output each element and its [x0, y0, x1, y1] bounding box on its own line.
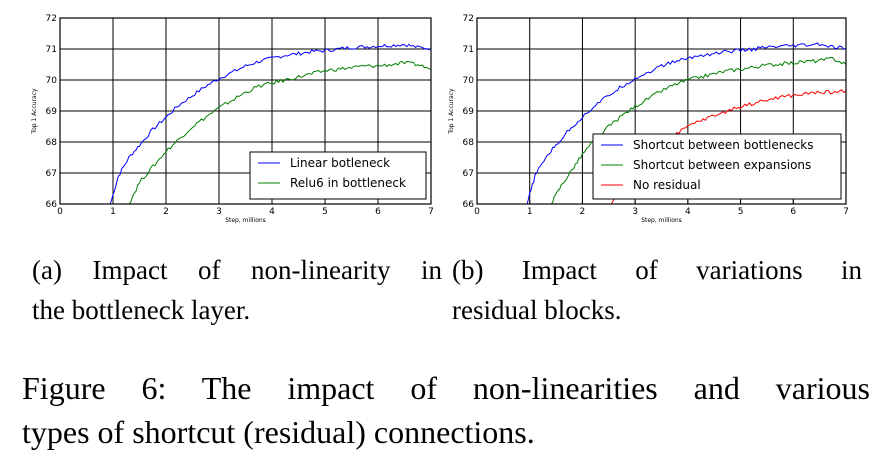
figure-caption-line1: Figure 6: The impact of non-linearities … [22, 370, 870, 406]
x-tick-label: 5 [322, 207, 328, 217]
y-axis-label: Top 1 Accuracy [448, 88, 455, 135]
y-tick-label: 67 [463, 169, 474, 179]
x-tick-label: 4 [269, 207, 275, 217]
x-tick-label: 1 [110, 207, 116, 217]
x-tick-label: 1 [527, 207, 533, 217]
x-tick-label: 5 [738, 207, 744, 217]
x-tick-label: 2 [580, 207, 586, 217]
x-axis-label: Step, millions [641, 217, 682, 224]
subcaption-a-line2: the bottleneck layer. [32, 295, 251, 325]
series-line-2 [128, 60, 431, 204]
x-axis-label: Step, millions [225, 217, 266, 224]
figure-caption-line2: types of shortcut (residual) connections… [22, 414, 535, 450]
subcaption-a: (a) Impact of non-linearity in the bottl… [32, 250, 442, 330]
subcaption-b-line1: (b) Impact of variations in [452, 255, 862, 285]
legend-box [592, 133, 842, 200]
x-tick-label: 7 [843, 207, 849, 217]
y-tick-label: 70 [46, 76, 58, 86]
y-tick-label: 66 [463, 200, 475, 210]
x-tick-label: 3 [216, 207, 222, 217]
y-tick-label: 72 [46, 14, 57, 24]
figure-caption: Figure 6: The impact of non-linearities … [22, 366, 870, 454]
legend-box [249, 151, 427, 200]
x-tick-label: 0 [57, 207, 63, 217]
y-tick-label: 71 [463, 45, 474, 55]
y-tick-label: 69 [46, 107, 58, 117]
y-tick-label: 67 [46, 169, 57, 179]
x-tick-label: 3 [632, 207, 638, 217]
x-tick-label: 6 [790, 207, 796, 217]
legend-label-1: Linear botleneck [290, 156, 390, 170]
legend-label-2: Shortcut between expansions [633, 158, 811, 172]
x-tick-label: 6 [375, 207, 381, 217]
legend-label-2: Relu6 in bottleneck [290, 176, 406, 190]
legend-label-3: No residual [633, 178, 701, 192]
x-tick-label: 2 [163, 207, 169, 217]
x-tick-label: 4 [685, 207, 691, 217]
series-line-1 [526, 42, 846, 204]
y-tick-label: 71 [46, 45, 57, 55]
y-tick-label: 72 [463, 14, 474, 24]
subcaption-b-line2: residual blocks. [452, 295, 622, 325]
x-tick-label: 7 [428, 207, 434, 217]
y-axis-label: Top 1 Accuracy [31, 88, 38, 135]
x-tick-label: 0 [474, 207, 480, 217]
y-tick-label: 68 [463, 138, 475, 148]
subcaption-a-line1: (a) Impact of non-linearity in [32, 255, 442, 285]
legend-label-1: Shortcut between bottlenecks [633, 138, 814, 152]
series-line-1 [109, 43, 431, 204]
y-tick-label: 66 [46, 200, 58, 210]
subcaption-b: (b) Impact of variations in residual blo… [452, 250, 862, 330]
y-tick-label: 70 [463, 76, 475, 86]
y-tick-label: 68 [46, 138, 58, 148]
y-tick-label: 69 [463, 107, 475, 117]
